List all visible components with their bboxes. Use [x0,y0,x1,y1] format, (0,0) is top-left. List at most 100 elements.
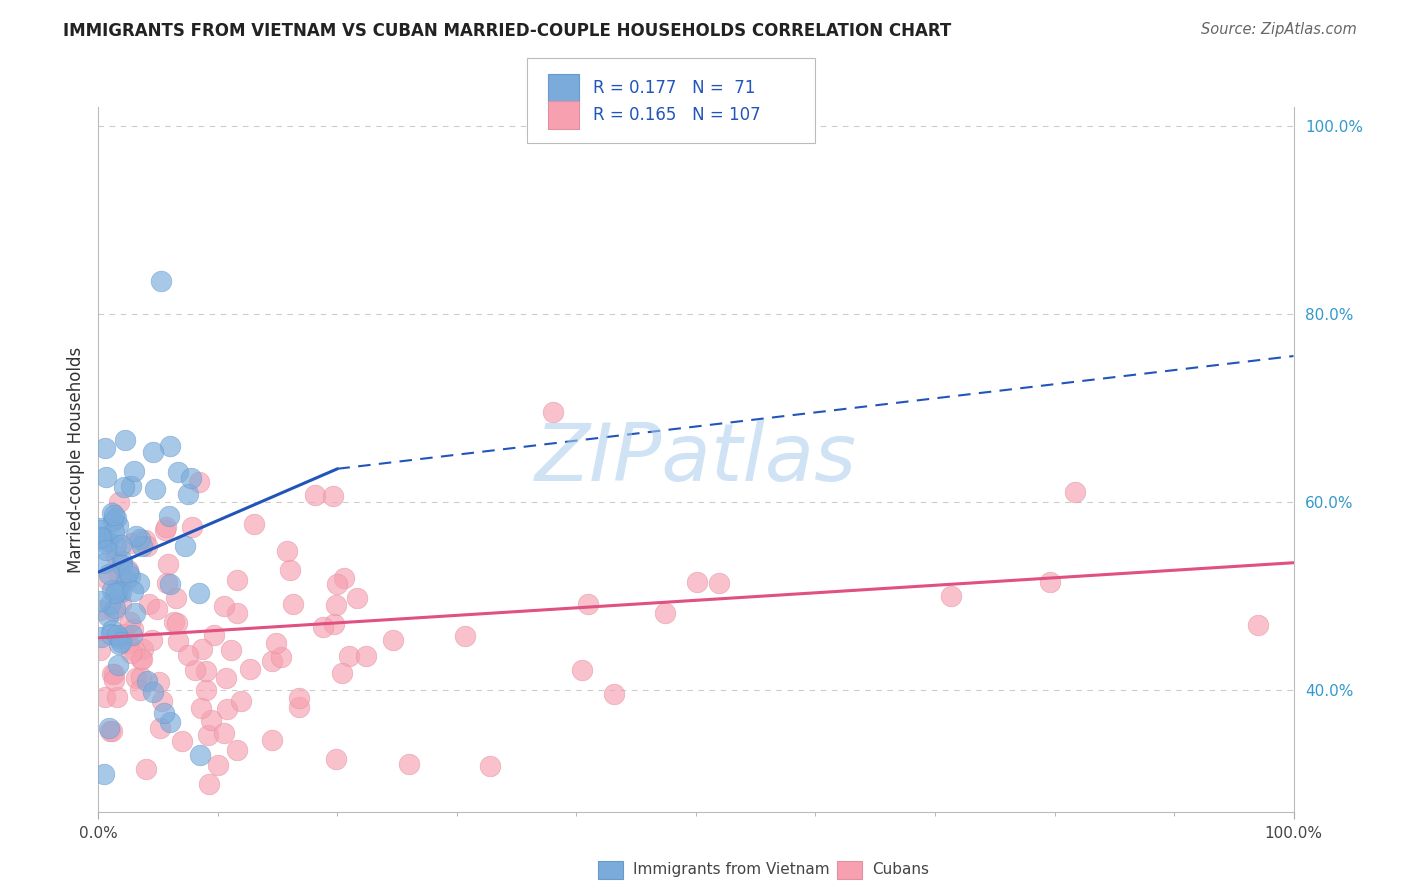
Point [323,616,346,631]
Point [108,583,131,598]
Y-axis label: Married-couple Households: Married-couple Households [66,346,84,573]
Point [120,479,142,493]
Point [98,723,121,738]
Point [100,627,122,641]
Point [117,635,139,649]
Point [89,521,111,535]
Text: Source: ZipAtlas.com: Source: ZipAtlas.com [1201,22,1357,37]
Point [120,569,142,583]
Point [90,529,112,543]
Point [322,489,344,503]
Point [108,632,131,646]
Point [134,533,156,548]
Point [122,464,145,478]
Point [198,776,221,790]
Point [132,641,155,656]
Point [162,615,184,629]
Point [276,544,298,558]
Point [129,652,152,666]
Point [165,591,187,606]
Point [221,643,243,657]
Point [181,520,204,534]
Point [90,630,112,644]
Point [346,591,368,606]
Point [141,632,163,647]
Point [333,571,356,585]
Point [110,635,132,649]
Point [229,694,252,708]
Point [89,523,111,537]
Point [159,577,181,591]
Point [131,652,153,666]
Point [101,507,124,521]
Point [114,434,136,448]
Point [105,584,128,599]
Point [98,597,121,611]
Point [217,701,239,715]
Point [200,713,222,727]
Point [191,642,214,657]
Text: Cubans: Cubans [872,863,929,877]
Point [135,763,157,777]
Point [239,661,262,675]
Point [149,274,172,288]
Point [312,620,335,634]
Point [226,607,249,621]
Point [108,494,131,508]
Text: R = 0.165   N = 107: R = 0.165 N = 107 [593,106,761,124]
Point [121,584,143,599]
Point [131,540,153,554]
Point [89,603,111,617]
Point [177,648,200,662]
Point [287,691,309,706]
Point [120,615,142,629]
Point [101,514,124,528]
Point [107,637,129,651]
Text: IMMIGRANTS FROM VIETNAM VS CUBAN MARRIED-COUPLE HOUSEHOLDS CORRELATION CHART: IMMIGRANTS FROM VIETNAM VS CUBAN MARRIED… [63,22,952,40]
Point [101,583,124,598]
Point [124,643,146,657]
Point [122,622,145,636]
Point [143,482,166,496]
Point [97,721,120,735]
Point [184,663,207,677]
Point [167,466,190,480]
Point [264,636,287,650]
Point [541,405,564,419]
Point [104,601,127,615]
Point [157,557,180,571]
Point [103,604,125,618]
Point [325,577,347,591]
Point [325,598,347,612]
Point [172,733,194,747]
Point [107,658,129,673]
Point [120,646,142,660]
Point [202,628,225,642]
Point [214,672,236,686]
Point [94,690,117,704]
Point [103,667,125,681]
Point [654,607,676,621]
Point [93,556,115,570]
Point [107,518,129,533]
Point [136,673,159,688]
Point [94,441,117,455]
Point [110,538,132,552]
Point [197,728,219,742]
Point [125,672,148,686]
Point [138,597,160,611]
Point [91,531,114,545]
Point [304,488,326,502]
Point [103,524,125,539]
Point [105,690,128,705]
Point [226,573,249,587]
Point [190,701,212,715]
Point [93,767,115,781]
Point [96,469,118,483]
Point [180,471,202,485]
Point [270,649,292,664]
Point [117,565,139,579]
Point [98,567,121,582]
Point [288,699,311,714]
Text: ZIPatlas: ZIPatlas [534,420,858,499]
